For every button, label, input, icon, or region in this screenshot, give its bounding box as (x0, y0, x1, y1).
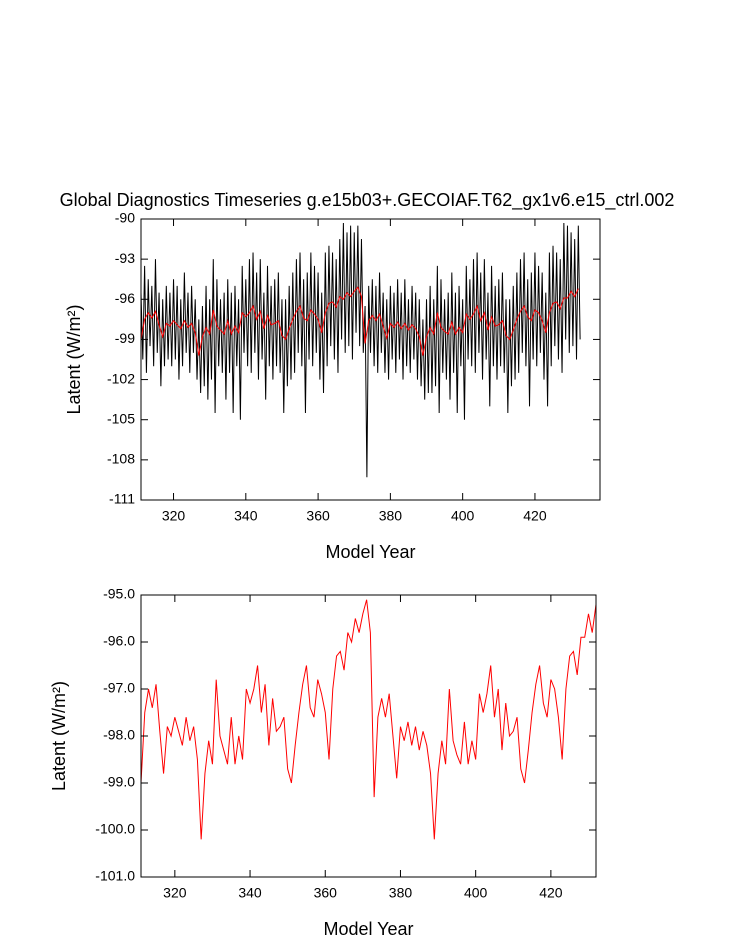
y-tick-label: -96.0 (103, 633, 135, 649)
x-tick-label: 400 (451, 508, 475, 524)
data-line (140, 599, 597, 840)
x-tick-label: 420 (523, 508, 547, 524)
y-tick-label: -99 (115, 330, 135, 346)
x-tick-label: 380 (389, 885, 413, 901)
y-tick-label: -95.0 (103, 586, 135, 602)
x-tick-label: 360 (306, 508, 330, 524)
x-tick-label: 320 (163, 885, 187, 901)
x-tick-label: 320 (162, 508, 186, 524)
y-tick-label: -93 (115, 250, 135, 266)
y-tick-label: -102 (107, 370, 135, 386)
y-axis-label: Latent (W/m²) (64, 304, 84, 414)
y-tick-label: -111 (109, 491, 135, 507)
y-tick-label: -105 (107, 410, 135, 426)
x-axis-label: Model Year (325, 542, 415, 562)
chart-title: Global Diagnostics Timeseries g.e15b03+.… (60, 190, 675, 211)
y-axis-label: Latent (W/m²) (49, 681, 69, 791)
y-tick-label: -108 (107, 451, 135, 467)
y-tick-label: -96 (115, 290, 135, 306)
y-tick-label: -90 (115, 210, 135, 226)
plot-frame (140, 218, 601, 501)
x-tick-label: 400 (464, 885, 488, 901)
x-tick-label: 380 (379, 508, 403, 524)
data-line (140, 286, 579, 356)
y-tick-label: -97.0 (103, 680, 135, 696)
y-tick-label: -98.0 (103, 727, 135, 743)
y-tick-label: -101.0 (95, 868, 135, 884)
y-tick-label: -100.0 (95, 821, 135, 837)
y-tick-label: -99.0 (103, 774, 135, 790)
x-axis-label: Model Year (323, 919, 413, 939)
x-tick-label: 340 (234, 508, 258, 524)
x-tick-label: 360 (314, 885, 338, 901)
data-line (140, 223, 581, 478)
plot-frame (140, 594, 597, 878)
x-tick-label: 420 (539, 885, 563, 901)
x-tick-label: 340 (238, 885, 262, 901)
